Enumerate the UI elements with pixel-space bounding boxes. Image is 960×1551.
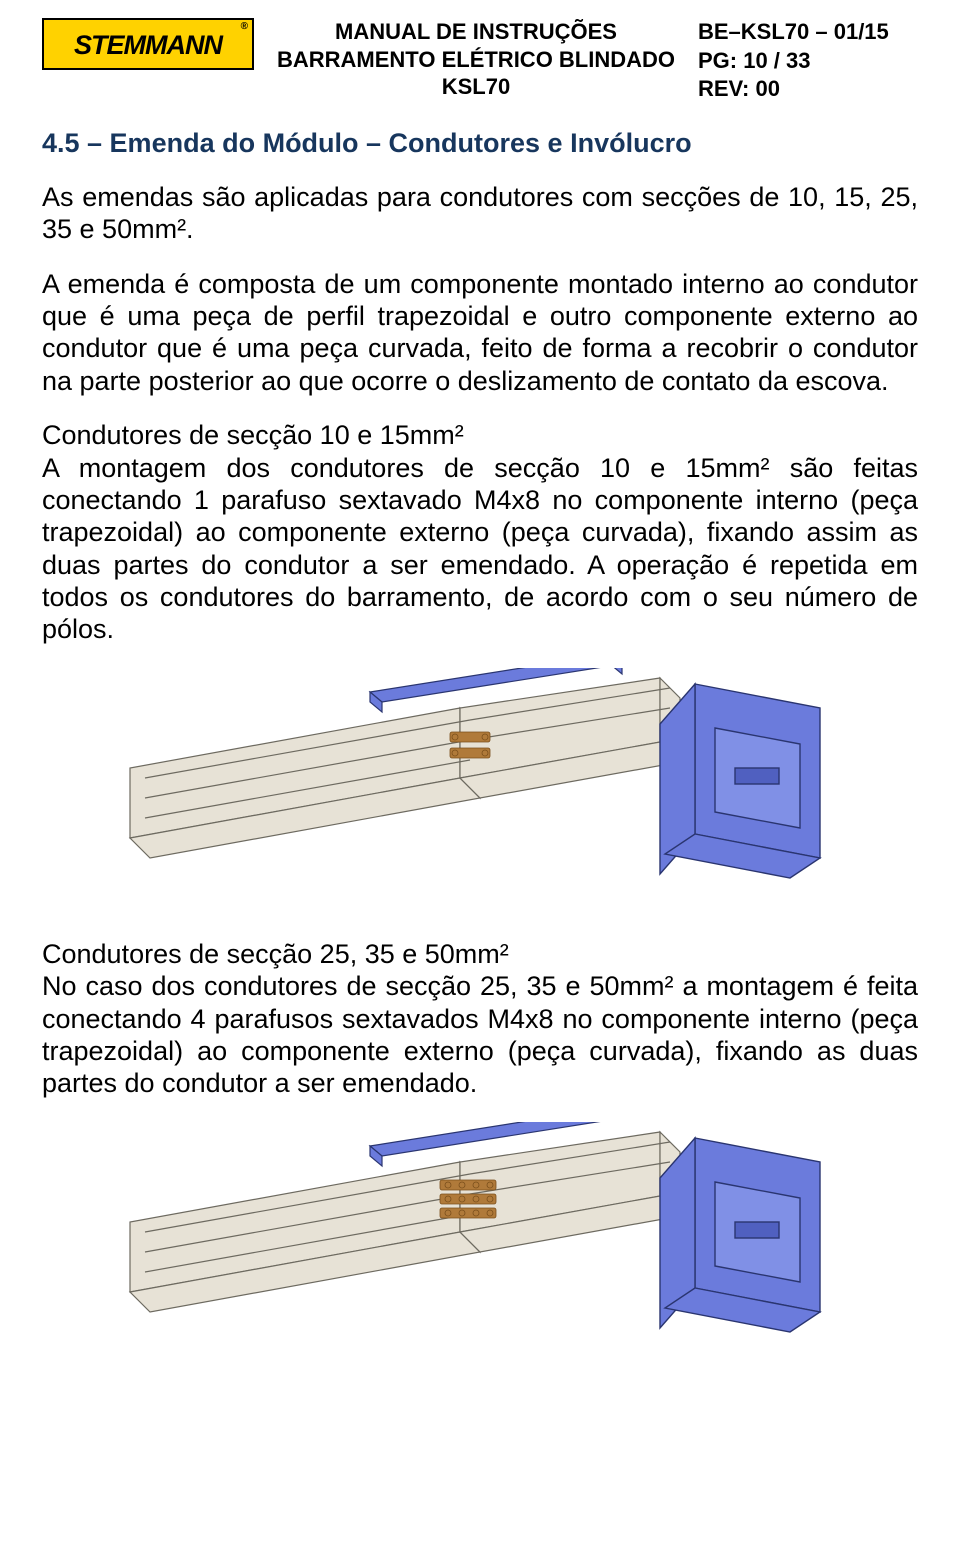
revision: REV: 00 (698, 75, 918, 104)
paragraph-4: Condutores de secção 25, 35 e 50mm² No c… (42, 938, 918, 1100)
header-meta-block: BE–KSL70 – 01/15 PG: 10 / 33 REV: 00 (698, 18, 918, 104)
assembly-diagram-1-icon (100, 668, 860, 908)
doc-code: BE–KSL70 – 01/15 (698, 18, 918, 47)
paragraph-3-title: Condutores de secção 10 e 15mm² (42, 420, 464, 450)
paragraph-3: Condutores de secção 10 e 15mm² A montag… (42, 419, 918, 646)
paragraph-3-body: A montagem dos condutores de secção 10 e… (42, 453, 918, 645)
paragraph-2: A emenda é composta de um componente mon… (42, 268, 918, 398)
page-number: PG: 10 / 33 (698, 47, 918, 76)
header-title-line2: BARRAMENTO ELÉTRICO BLINDADO (274, 46, 678, 74)
page-header: STEMMANN ® MANUAL DE INSTRUÇÕES BARRAMEN… (42, 18, 918, 104)
header-title-line3: KSL70 (274, 73, 678, 101)
assembly-diagram-2-icon (100, 1122, 860, 1362)
header-title-line1: MANUAL DE INSTRUÇÕES (274, 18, 678, 46)
paragraph-4-body: No caso dos condutores de secção 25, 35 … (42, 971, 918, 1098)
section-title: 4.5 – Emenda do Módulo – Condutores e In… (42, 128, 918, 159)
paragraph-4-title: Condutores de secção 25, 35 e 50mm² (42, 939, 509, 969)
logo: STEMMANN ® (42, 18, 254, 70)
logo-text: STEMMANN (74, 30, 222, 61)
logo-registered-icon: ® (241, 21, 248, 32)
header-title-block: MANUAL DE INSTRUÇÕES BARRAMENTO ELÉTRICO… (274, 18, 678, 101)
paragraph-1: As emendas são aplicadas para condutores… (42, 181, 918, 246)
figure-2 (42, 1122, 918, 1362)
figure-1 (42, 668, 918, 908)
